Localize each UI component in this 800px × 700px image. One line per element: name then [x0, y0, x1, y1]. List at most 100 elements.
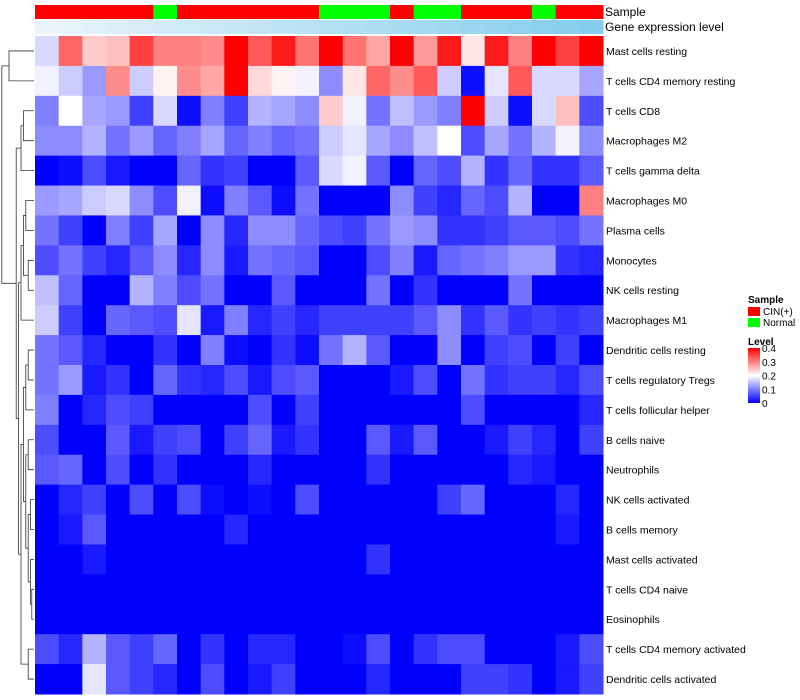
heatmap-cell [295, 394, 320, 426]
heatmap-cell [484, 185, 509, 216]
heatmap-cell [248, 245, 273, 276]
heatmap-cell [129, 155, 154, 187]
heatmap-cell [35, 125, 60, 157]
heatmap-cell [437, 394, 462, 426]
heatmap-cell [153, 574, 178, 605]
heatmap-cell [484, 424, 509, 456]
heatmap-cell [579, 245, 604, 276]
heatmap-cell [366, 604, 391, 635]
heatmap-cell [413, 424, 438, 456]
heatmap-cell [484, 155, 509, 187]
heatmap-cell [413, 155, 438, 187]
heatmap-cell [413, 245, 438, 276]
heatmap-cell [58, 245, 83, 276]
heatmap-cell [82, 65, 107, 97]
heatmap-cell [271, 664, 296, 695]
sample-track-cell [508, 5, 533, 19]
heatmap-cell [461, 245, 486, 276]
heatmap-cell [82, 484, 107, 516]
heatmap-cell [106, 394, 131, 426]
heatmap-cell [390, 365, 415, 396]
row-dendrogram [1, 50, 34, 680]
expression-track-label: Gene expression level [605, 20, 724, 34]
expression-track-cell [366, 20, 391, 34]
heatmap-cell [461, 544, 486, 575]
heatmap-cell [106, 365, 131, 396]
heatmap-cell [579, 36, 604, 67]
legend-swatch [748, 318, 760, 327]
heatmap-cell [58, 335, 83, 366]
heatmap-cell [413, 454, 438, 486]
heatmap-cell [508, 604, 533, 635]
heatmap-cell [366, 36, 391, 67]
row-label: Mast cells activated [606, 554, 698, 566]
heatmap-cell [224, 544, 249, 575]
heatmap-cell [555, 604, 580, 635]
heatmap-cell [413, 544, 438, 575]
sample-track-cell [106, 5, 131, 19]
heatmap-cell [342, 155, 367, 187]
sample-track-cell [366, 5, 391, 19]
heatmap-cell [58, 305, 83, 336]
heatmap-cell [555, 65, 580, 97]
heatmap-cell [177, 484, 202, 516]
heatmap-cell [437, 514, 462, 545]
heatmap-cell [224, 424, 249, 456]
heatmap-cell [58, 544, 83, 575]
heatmap-cell [82, 215, 107, 246]
heatmap-cell [129, 454, 154, 486]
heatmap-cell [437, 484, 462, 516]
heatmap-cell [129, 604, 154, 635]
heatmap-cell [532, 65, 557, 97]
heatmap-cell [248, 125, 273, 157]
heatmap-cell [413, 305, 438, 336]
dendrogram-branch [27, 648, 34, 680]
heatmap-cell [58, 215, 83, 246]
heatmap-cell [177, 335, 202, 366]
heatmap-cell [200, 185, 225, 216]
heatmap-cell [82, 604, 107, 635]
expression-track-cell [153, 20, 178, 34]
heatmap-cell [390, 544, 415, 575]
heatmap-cell [248, 365, 273, 396]
heatmap-cell [508, 125, 533, 157]
heatmap-cell [35, 365, 60, 396]
heatmap-cell [200, 454, 225, 486]
heatmap-cell [413, 65, 438, 97]
heatmap-cell [461, 604, 486, 635]
expression-track-cell [461, 20, 486, 34]
heatmap-cell [555, 365, 580, 396]
heatmap-cell [295, 155, 320, 187]
heatmap-cell [224, 275, 249, 306]
heatmap-cell [224, 215, 249, 246]
heatmap-cell [58, 484, 83, 516]
heatmap-cell [319, 335, 344, 366]
heatmap-cell [177, 155, 202, 187]
legend-level-title: Level [748, 337, 774, 348]
heatmap-cell [248, 664, 273, 695]
heatmap-cell [413, 365, 438, 396]
heatmap-cell [390, 424, 415, 456]
heatmap-cell [461, 574, 486, 605]
heatmap-cell [224, 514, 249, 545]
heatmap-cell [342, 36, 367, 67]
heatmap-cell [461, 664, 486, 695]
heatmap-cell [82, 185, 107, 216]
dendrogram-branch [20, 444, 29, 665]
heatmap-cell [319, 634, 344, 665]
heatmap-cell [390, 36, 415, 67]
heatmap-cell [153, 394, 178, 426]
heatmap-cell [461, 424, 486, 456]
heatmap-cell [271, 574, 296, 605]
row-label: T cells CD4 memory resting [606, 76, 735, 88]
heatmap-cell [129, 394, 154, 426]
heatmap-cell [177, 305, 202, 336]
heatmap-cell [342, 65, 367, 97]
heatmap-cell [461, 36, 486, 67]
legend-level-tick: 0.2 [762, 372, 776, 383]
heatmap-cell [390, 454, 415, 486]
heatmap-cell [82, 335, 107, 366]
heatmap-cell [177, 454, 202, 486]
expression-track-cell [129, 20, 154, 34]
heatmap-cell [58, 155, 83, 187]
